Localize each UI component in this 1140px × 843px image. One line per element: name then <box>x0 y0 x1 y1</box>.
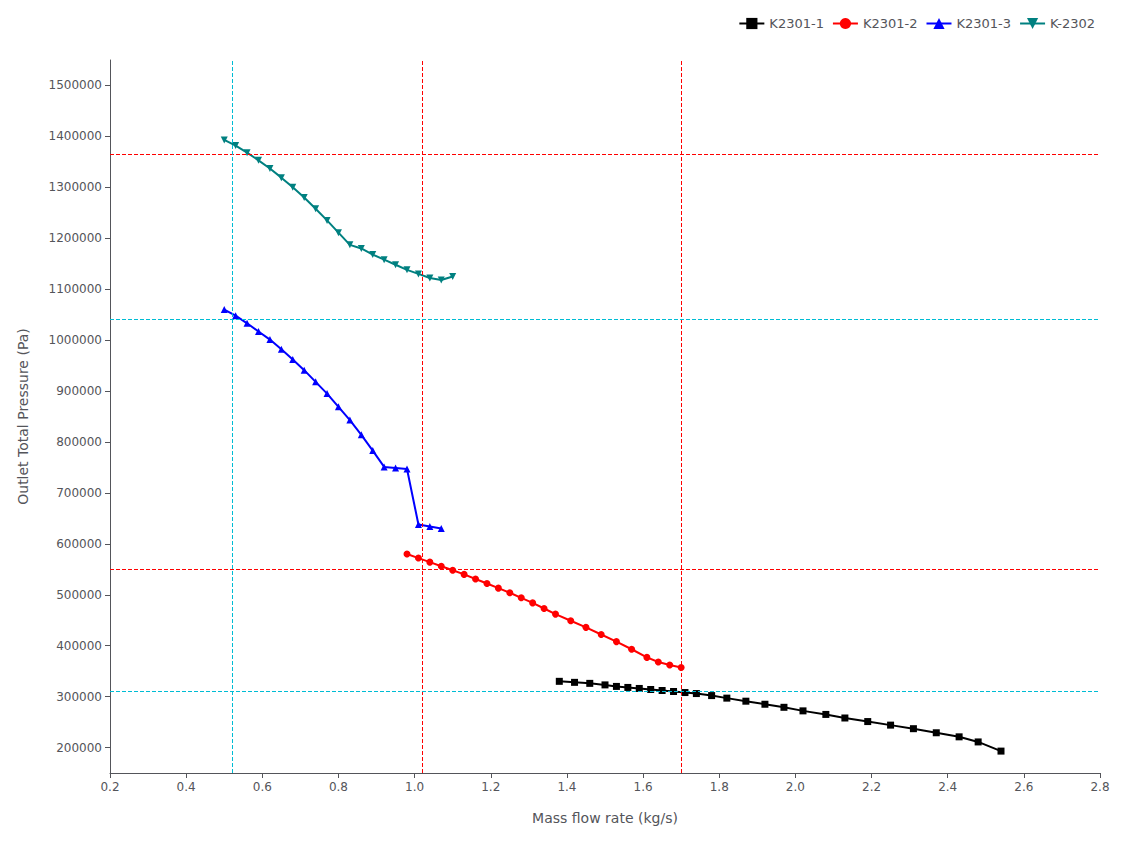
svg-text:1200000: 1200000 <box>49 231 102 245</box>
svg-text:0.2: 0.2 <box>100 780 119 794</box>
svg-text:1000000: 1000000 <box>49 333 102 347</box>
svg-text:1500000: 1500000 <box>49 78 102 92</box>
svg-text:2.6: 2.6 <box>1014 780 1033 794</box>
svg-text:0.4: 0.4 <box>177 780 196 794</box>
svg-text:2.0: 2.0 <box>786 780 805 794</box>
svg-text:K2301-1: K2301-1 <box>769 16 824 31</box>
svg-text:1.2: 1.2 <box>481 780 500 794</box>
svg-text:0.6: 0.6 <box>253 780 272 794</box>
svg-text:K-2302: K-2302 <box>1050 16 1095 31</box>
svg-text:2.8: 2.8 <box>1090 780 1109 794</box>
svg-text:0.8: 0.8 <box>329 780 348 794</box>
svg-text:K2301-2: K2301-2 <box>863 16 918 31</box>
svg-text:500000: 500000 <box>56 588 102 602</box>
svg-text:600000: 600000 <box>56 537 102 551</box>
svg-text:800000: 800000 <box>56 435 102 449</box>
svg-text:200000: 200000 <box>56 741 102 755</box>
svg-text:300000: 300000 <box>56 690 102 704</box>
svg-text:1.6: 1.6 <box>634 780 653 794</box>
svg-text:400000: 400000 <box>56 639 102 653</box>
svg-text:1300000: 1300000 <box>49 180 102 194</box>
svg-text:Outlet Total Pressure (Pa): Outlet Total Pressure (Pa) <box>15 328 31 505</box>
svg-text:1400000: 1400000 <box>49 129 102 143</box>
svg-text:1100000: 1100000 <box>49 282 102 296</box>
svg-text:1.4: 1.4 <box>557 780 576 794</box>
svg-text:Mass flow rate (kg/s): Mass flow rate (kg/s) <box>532 810 678 826</box>
svg-text:2.2: 2.2 <box>862 780 881 794</box>
svg-text:K2301-3: K2301-3 <box>956 16 1011 31</box>
svg-text:1.8: 1.8 <box>710 780 729 794</box>
svg-text:700000: 700000 <box>56 486 102 500</box>
svg-text:900000: 900000 <box>56 384 102 398</box>
svg-text:2.4: 2.4 <box>938 780 957 794</box>
svg-text:1.0: 1.0 <box>405 780 424 794</box>
